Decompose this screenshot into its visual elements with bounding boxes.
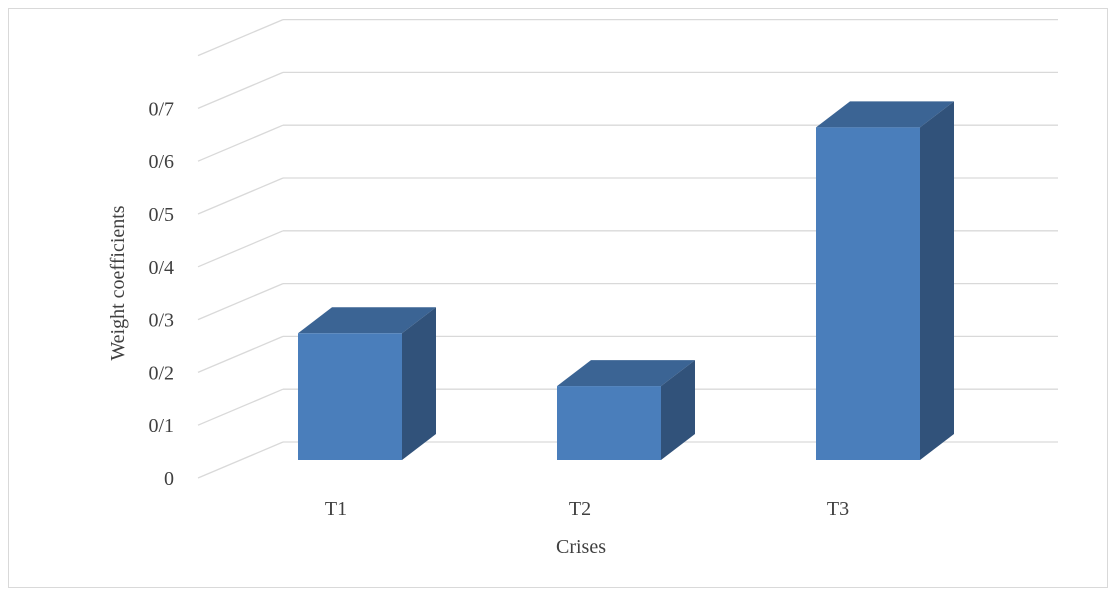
x-axis-title: Crises (556, 536, 606, 558)
y-tick-label: 0/4 (148, 257, 174, 279)
gridline-side (197, 19, 284, 57)
gridline-side (197, 441, 284, 479)
gridline-side (197, 230, 284, 268)
gridline-side (197, 124, 284, 162)
bar-front-face (298, 333, 402, 460)
x-tick-label: T3 (827, 498, 849, 520)
y-tick-label: 0/5 (148, 204, 174, 226)
bar-side-face (402, 307, 436, 460)
bar-top-face (557, 360, 695, 387)
y-tick-labels: 0 0/1 0/2 0/3 0/4 0/5 0/6 0/7 (148, 98, 174, 490)
y-tick-label: 0 (164, 468, 174, 490)
y-tick-label: 0/7 (148, 98, 174, 120)
gridline-side (197, 335, 284, 373)
gridline-side (197, 177, 284, 215)
x-tick-label: T1 (325, 498, 347, 520)
bars (298, 101, 954, 461)
x-tick-label: T2 (569, 498, 591, 520)
y-tick-label: 0/3 (148, 310, 174, 332)
bar-T1 (298, 307, 436, 460)
bar-T2 (557, 360, 695, 460)
bar-side-face (661, 360, 695, 460)
bar-front-face (557, 386, 661, 460)
y-tick-label: 0/2 (148, 362, 174, 384)
gridline-side (197, 71, 284, 109)
gridline-side (197, 283, 284, 321)
bar-T3 (816, 101, 954, 461)
y-tick-label: 0/6 (148, 151, 174, 173)
bar-side-face (920, 101, 954, 461)
gridline-side (197, 388, 284, 426)
x-tick-labels: T1 T2 T3 (325, 498, 849, 520)
bar-top-face (816, 101, 954, 128)
y-axis-title: Weight coefficients (107, 205, 129, 360)
bar-front-face (816, 127, 920, 461)
y-tick-label: 0/1 (148, 415, 174, 437)
bar-top-face (298, 307, 436, 334)
